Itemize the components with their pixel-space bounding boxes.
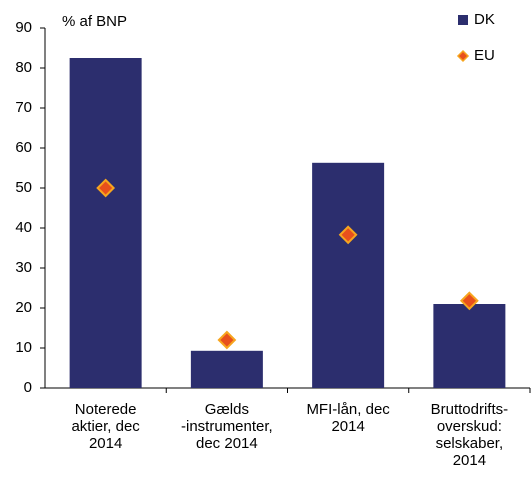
legend-label: DK (474, 11, 495, 28)
legend-swatch (456, 49, 470, 63)
marker (96, 178, 116, 198)
y-tick-label: 40 (15, 219, 32, 236)
y-tick-label: 70 (15, 99, 32, 116)
x-tick-label: Noterede aktier, dec 2014 (71, 401, 140, 452)
bar (69, 58, 142, 388)
y-tick-label: 0 (24, 379, 32, 396)
y-tick-label: 60 (15, 139, 32, 156)
y-tick-label: 90 (15, 19, 32, 36)
bar (433, 304, 506, 388)
bar (312, 162, 385, 388)
y-axis-label: % af BNP (62, 13, 127, 30)
legend-label: EU (474, 47, 495, 64)
y-tick-label: 80 (15, 59, 32, 76)
bar (190, 350, 263, 388)
x-tick-label: MFI-lån, dec 2014 (306, 401, 390, 435)
x-tick-label: Bruttodrifts-overskud: selskaber, 2014 (431, 401, 509, 469)
y-tick-label: 30 (15, 259, 32, 276)
y-tick-label: 50 (15, 179, 32, 196)
marker (459, 291, 479, 311)
legend-swatch (458, 15, 468, 25)
y-tick-label: 10 (15, 339, 32, 356)
marker (217, 330, 237, 350)
y-tick-label: 20 (15, 299, 32, 316)
x-tick-label: Gælds -instrumenter, dec 2014 (181, 401, 273, 452)
marker (338, 225, 358, 245)
